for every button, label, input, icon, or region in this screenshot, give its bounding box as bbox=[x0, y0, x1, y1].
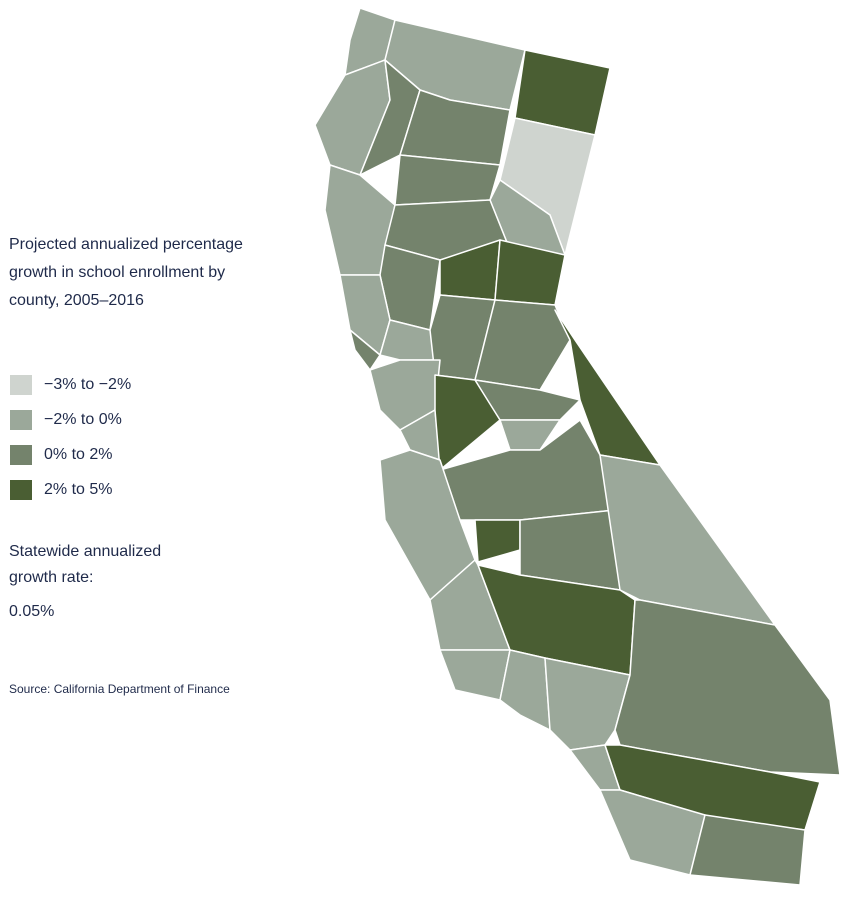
legend-label: 0% to 2% bbox=[44, 446, 112, 463]
legend: −3% to −2% −2% to 0% 0% to 2% 2% to 5% bbox=[10, 375, 131, 500]
legend-label: −2% to 0% bbox=[44, 411, 122, 428]
legend-swatch bbox=[10, 480, 32, 500]
statewide-label: Statewide annualized bbox=[9, 543, 161, 560]
county bbox=[439, 649, 511, 701]
county bbox=[614, 599, 841, 776]
county bbox=[379, 449, 476, 601]
legend-swatch bbox=[10, 375, 32, 395]
california-map bbox=[314, 7, 841, 886]
legend-label: −3% to −2% bbox=[44, 376, 131, 393]
county bbox=[434, 374, 501, 471]
county bbox=[359, 59, 421, 176]
source: Source: California Department of Finance bbox=[9, 682, 230, 696]
title-line: county, 2005–2016 bbox=[9, 292, 144, 309]
county bbox=[399, 89, 511, 166]
title-line: Projected annualized percentage bbox=[9, 236, 243, 253]
county bbox=[474, 519, 521, 563]
county bbox=[689, 814, 806, 886]
statewide-value: 0.05% bbox=[9, 603, 54, 620]
county bbox=[474, 299, 571, 391]
legend-swatch bbox=[10, 445, 32, 465]
county bbox=[499, 649, 551, 731]
legend-label: 2% to 5% bbox=[44, 481, 112, 498]
legend-swatch bbox=[10, 410, 32, 430]
statewide-label: growth rate: bbox=[9, 569, 93, 586]
title-line: growth in school enrollment by bbox=[9, 264, 225, 281]
